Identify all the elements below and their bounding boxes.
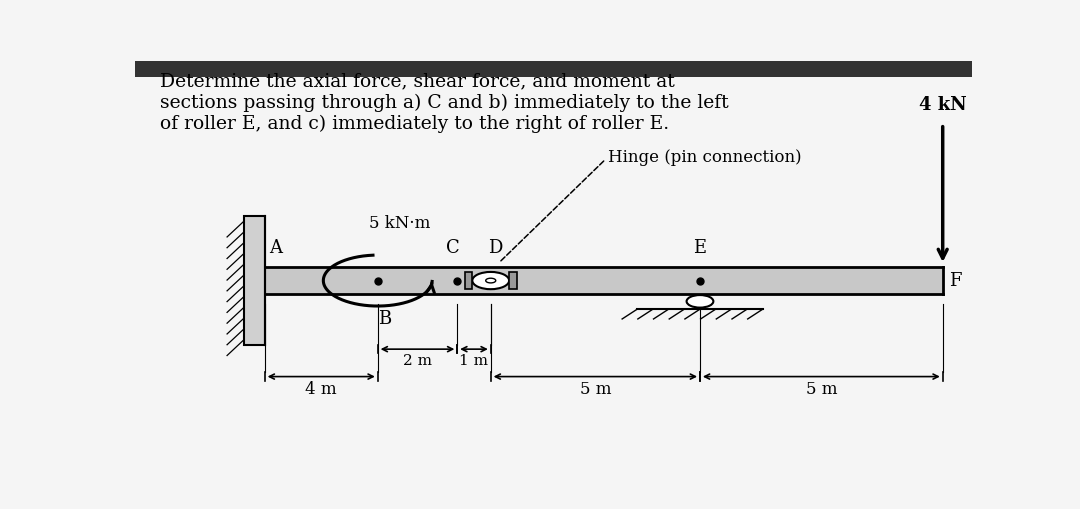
Circle shape — [472, 272, 509, 289]
Bar — [244, 216, 265, 345]
Text: 4 m: 4 m — [306, 381, 337, 398]
Text: B: B — [378, 310, 391, 328]
Circle shape — [486, 278, 496, 283]
Bar — [509, 272, 516, 289]
Text: D: D — [488, 239, 502, 257]
Text: 5 m: 5 m — [580, 381, 611, 398]
Text: 2 m: 2 m — [403, 354, 432, 368]
Text: 4 kN: 4 kN — [919, 96, 967, 114]
Text: A: A — [269, 239, 282, 257]
Text: Determine the axial force, shear force, and moment at
sections passing through a: Determine the axial force, shear force, … — [160, 73, 729, 133]
Text: 5 m: 5 m — [806, 381, 837, 398]
Text: E: E — [693, 239, 706, 257]
Circle shape — [687, 295, 714, 307]
Bar — [135, 61, 972, 77]
Bar — [265, 267, 943, 294]
Text: C: C — [446, 239, 460, 257]
Text: 1 m: 1 m — [459, 354, 488, 368]
Bar — [464, 272, 472, 289]
Text: F: F — [949, 272, 962, 290]
Text: Hinge (pin connection): Hinge (pin connection) — [608, 149, 801, 165]
Text: 5 kN·m: 5 kN·m — [369, 215, 431, 232]
